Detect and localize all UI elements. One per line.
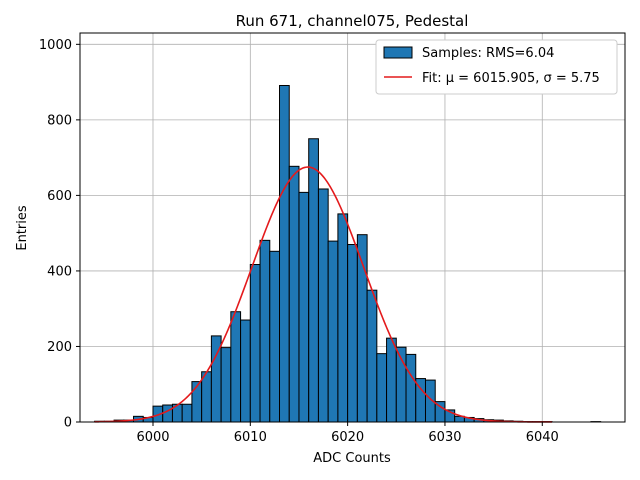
histogram-bar [298,191,310,423]
legend-box [375,39,618,95]
y-tick-label: 1000 [39,38,72,53]
histogram-bar [327,240,339,423]
fit-curve [94,166,553,423]
histogram-bar [191,381,203,423]
histogram-bar [240,319,251,423]
histogram-bar [317,188,329,423]
histogram-bar [220,347,232,423]
histogram-bar [181,403,193,423]
x-axis-label: ADC Counts [313,451,391,466]
histogram-bar [249,264,261,423]
x-tick-label: 6020 [331,430,364,445]
histogram-bar [201,371,212,423]
x-tick-label: 6000 [136,430,169,445]
x-tick-label: 6040 [526,430,559,445]
legend-swatch-samples [383,46,413,59]
histogram-bar [376,353,388,423]
y-axis-ticks: 0 200 400 600 800 1000 [39,38,80,431]
y-tick-label: 800 [47,113,72,128]
y-tick-label: 400 [47,264,72,279]
legend-label-samples: Samples: RMS=6.04 [422,46,554,61]
histogram-bar [308,138,319,423]
legend: Samples: RMS=6.04 Fit: μ = 6015.905, σ =… [375,39,618,95]
y-axis-label: Entries [15,205,30,251]
histogram-bar [386,337,397,423]
histogram-bar [279,84,290,423]
histogram-bar [337,213,349,423]
histogram-bar [230,311,242,423]
x-tick-label: 6030 [428,430,461,445]
histogram-bar [347,243,358,423]
histogram-bar [366,289,378,423]
x-tick-label: 6010 [234,430,267,445]
y-tick-label: 200 [47,340,72,355]
histogram-bar [259,239,271,423]
plot-frame [79,32,626,423]
histogram-bars [94,84,602,423]
x-axis-ticks: 6000 6010 6020 6030 6040 [136,422,559,445]
histogram-bar [162,404,173,423]
histogram-bar [288,165,300,423]
histogram-bar [269,250,281,423]
histogram-bar [405,353,417,423]
y-tick-label: 600 [47,189,72,204]
chart-title: Run 671, channel075, Pedestal [236,12,469,30]
y-tick-label: 0 [64,416,72,431]
legend-label-fit: Fit: μ = 6015.905, σ = 5.75 [422,71,600,86]
